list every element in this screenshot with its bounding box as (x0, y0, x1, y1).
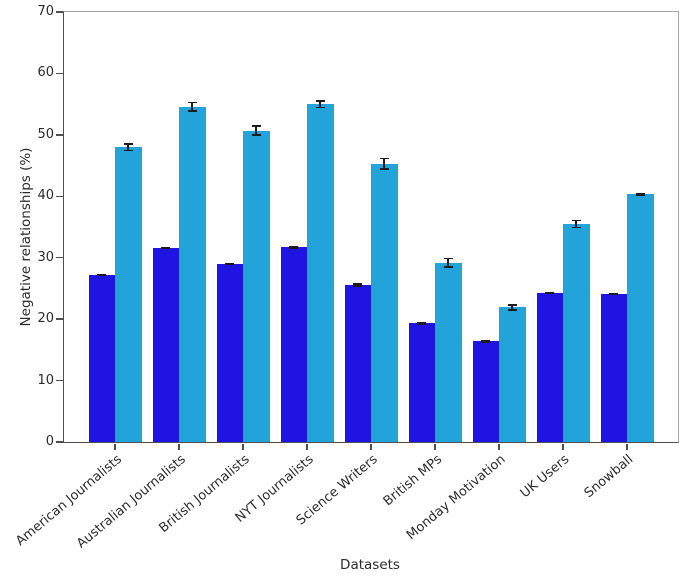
error-bar-cap (571, 226, 581, 229)
error-bar-cap (251, 134, 261, 137)
y-axis-label: Negative relationships (%) (18, 147, 34, 327)
error-bar-line (447, 257, 450, 268)
y-tick-label: 0 (45, 434, 54, 449)
error-bar-line (255, 125, 258, 137)
x-tick-mark (498, 444, 500, 450)
error-bar-cap (443, 257, 453, 260)
y-tick-label: 30 (37, 249, 54, 265)
error-bar-cap (507, 303, 517, 306)
error-bar-cap (379, 157, 389, 160)
y-tick-mark (56, 134, 63, 136)
error-bar-line (127, 142, 130, 152)
x-tick-mark (626, 444, 628, 450)
error-bar-cap (315, 99, 325, 102)
y-tick-label: 60 (37, 65, 54, 81)
error-bar-line (383, 157, 386, 170)
error-bar-cap (417, 322, 427, 325)
error-bar-cap (187, 109, 197, 112)
bar (216, 263, 243, 442)
x-tick-label: Snowball (582, 452, 637, 502)
error-bar-cap (251, 125, 261, 127)
x-tick-mark (434, 444, 436, 450)
bar (115, 147, 142, 442)
bar (627, 194, 654, 442)
error-bar-cap (571, 219, 581, 222)
error-bar-cap (289, 246, 299, 249)
error-bar-cap (545, 292, 555, 294)
plot-area: 0 10 20 30 40 50 60 70 American Journalists Austr… (13, 4, 679, 552)
y-tick-mark (56, 195, 63, 198)
bar (536, 292, 563, 442)
y-tick-label: 20 (37, 311, 54, 327)
error-bar-cap (609, 293, 619, 296)
error-bar-cap (187, 101, 197, 104)
bar (472, 341, 499, 442)
x-tick-mark (242, 444, 244, 450)
error-bar-cap (97, 274, 107, 277)
bar (280, 247, 307, 442)
y-tick-label: 40 (37, 188, 54, 204)
error-bar-line (191, 101, 194, 112)
y-tick-mark (56, 72, 63, 75)
error-bar-line (575, 219, 578, 229)
x-axis-label: Datasets (340, 557, 400, 573)
error-bar-cap (353, 282, 363, 285)
error-bar-cap (481, 340, 491, 343)
bar (344, 284, 371, 442)
error-bar-line (319, 99, 322, 109)
error-bar-cap (161, 247, 171, 250)
x-tick-mark (306, 444, 308, 450)
bar (179, 106, 206, 442)
error-bar-cap (123, 149, 133, 152)
error-bar-cap (225, 263, 235, 266)
bar (499, 307, 526, 442)
bar (600, 293, 627, 442)
bar (152, 247, 179, 442)
y-tick-mark (56, 11, 63, 13)
error-bar-cap (507, 309, 517, 312)
x-tick-label: American Journalists (12, 452, 125, 550)
error-bar-cap (315, 106, 325, 109)
y-tick-mark (56, 256, 63, 259)
error-bar-cap (635, 193, 645, 196)
y-tick-mark (56, 441, 63, 443)
error-bar-cap (353, 284, 363, 287)
error-bar-line (356, 282, 359, 287)
x-tick-mark (370, 444, 372, 450)
bar (243, 130, 270, 442)
x-tick-mark (114, 444, 116, 450)
x-tick-mark (178, 444, 180, 450)
bar (563, 223, 590, 442)
y-tick-mark (56, 379, 63, 382)
y-tick-mark (56, 318, 63, 320)
error-bar-cap (379, 168, 389, 170)
y-tick-label: 50 (37, 126, 54, 142)
bar (307, 104, 334, 442)
bar (408, 323, 435, 442)
bar (371, 163, 398, 442)
x-tick-label: Australian Journalists (73, 452, 189, 552)
bar (435, 262, 462, 442)
y-tick-label: 10 (37, 372, 54, 388)
x-tick-mark (562, 444, 564, 450)
bar (88, 274, 115, 442)
y-tick-label: 70 (37, 4, 54, 19)
x-tick-label: UK Users (518, 452, 573, 502)
error-bar-line (511, 303, 514, 312)
error-bar-cap (443, 265, 453, 268)
error-bar-cap (123, 142, 133, 145)
x-tick-label: British MPs (380, 452, 445, 510)
